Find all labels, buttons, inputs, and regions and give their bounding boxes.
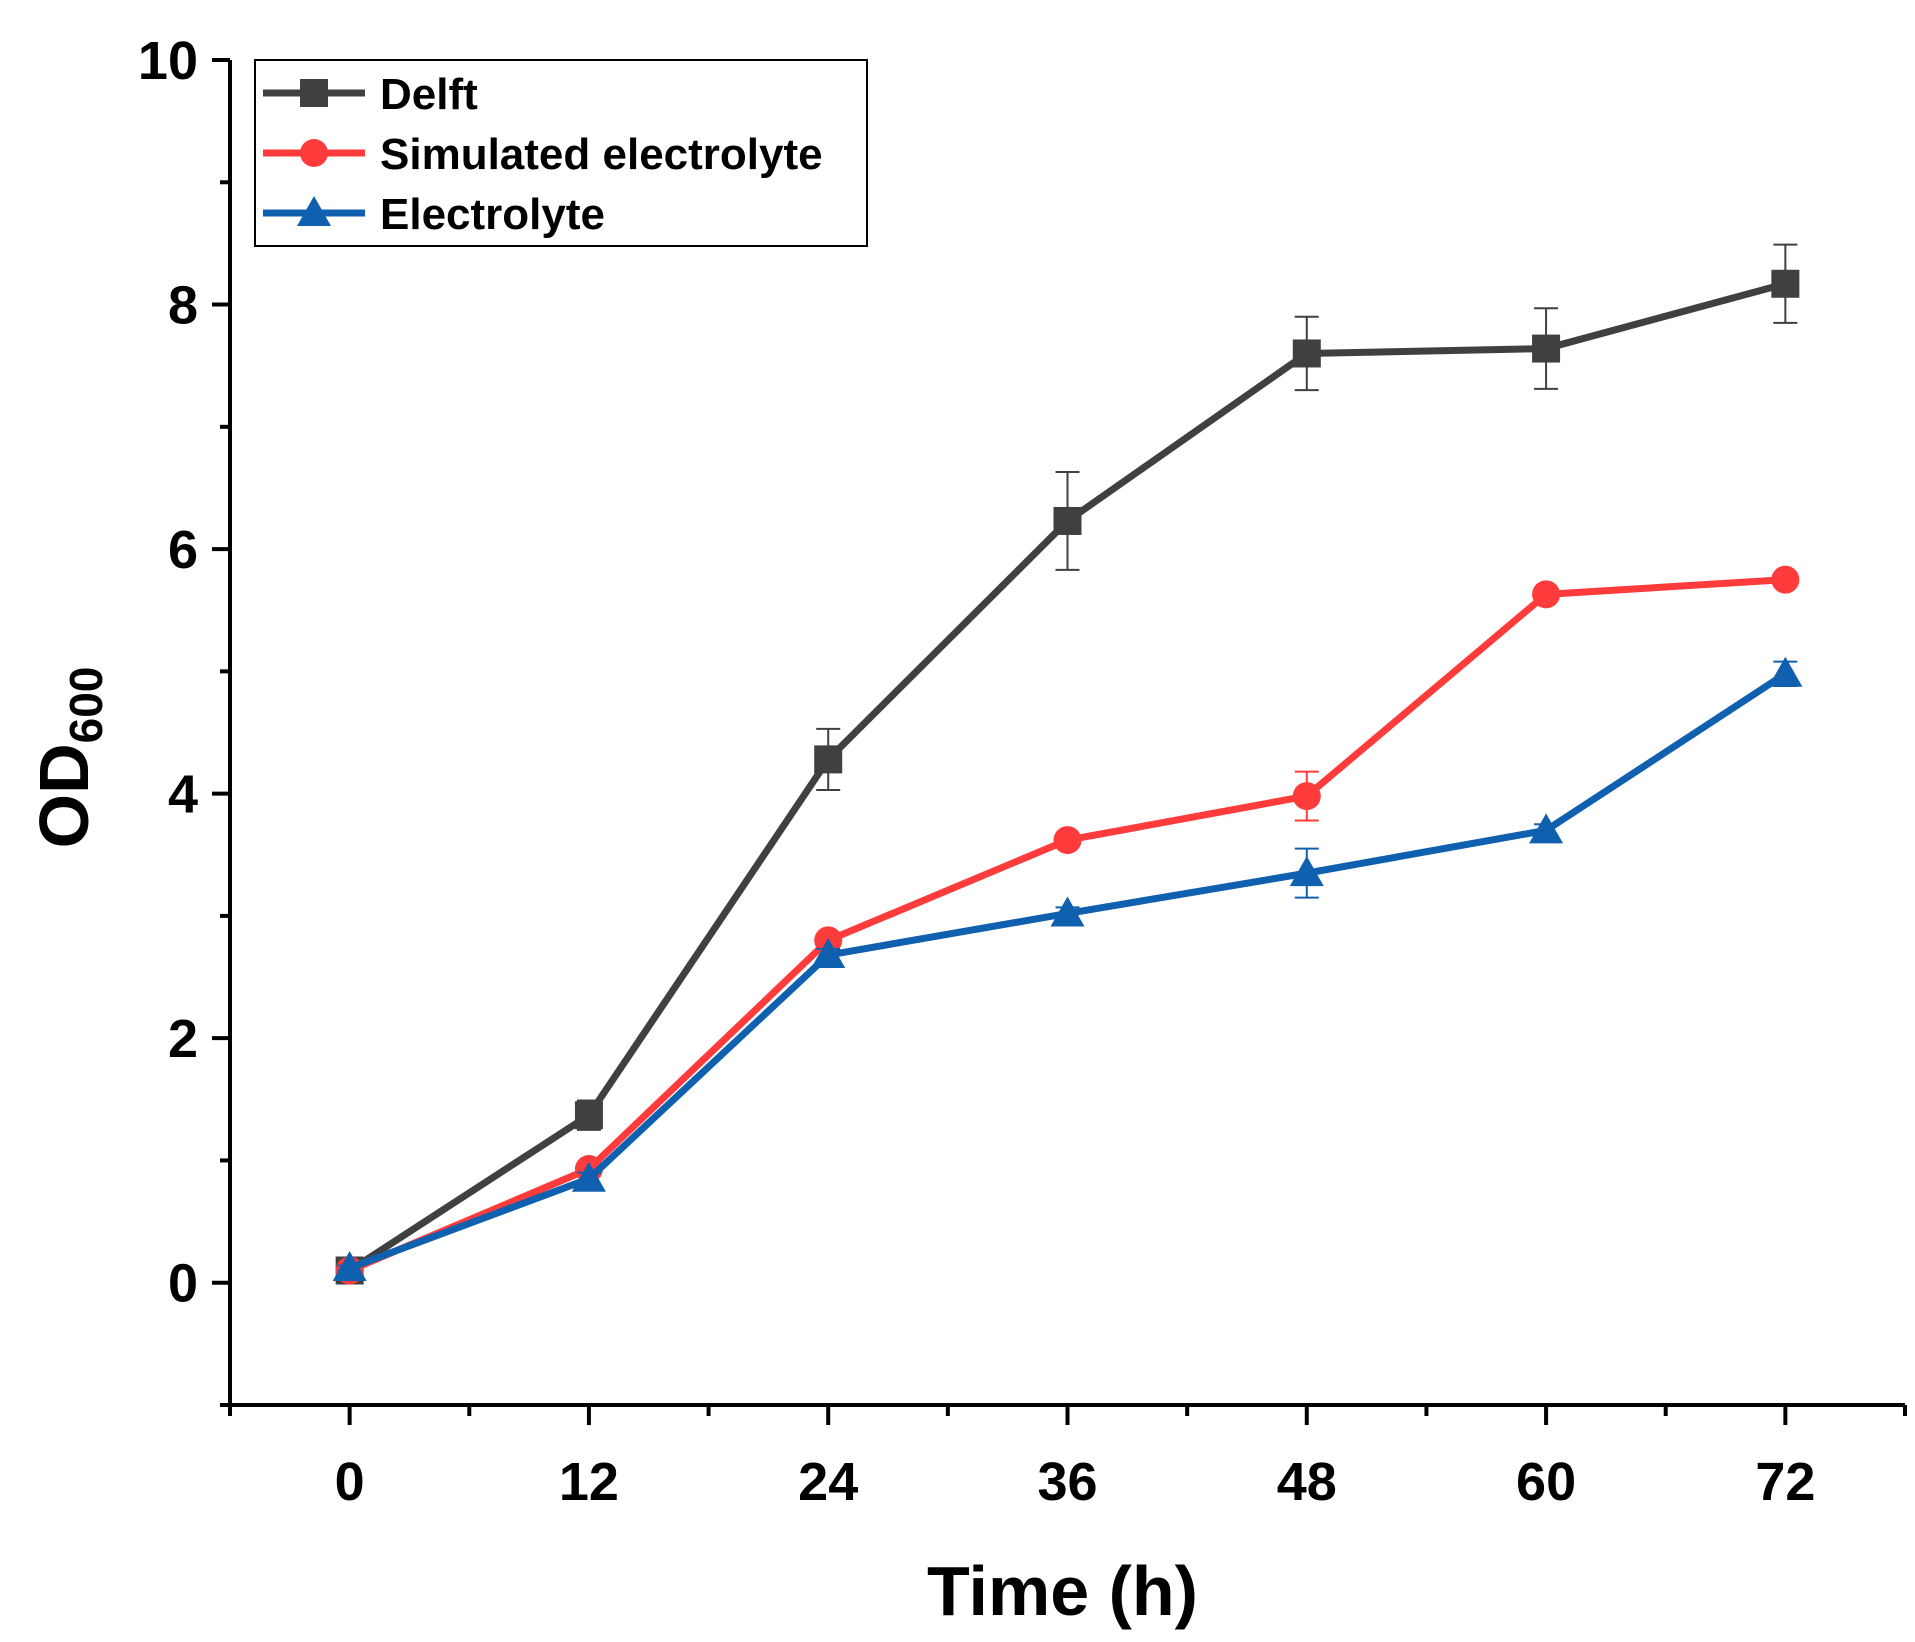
data-point bbox=[574, 1101, 603, 1130]
x-tick-label: 60 bbox=[1516, 1452, 1576, 1512]
data-point bbox=[571, 1161, 606, 1192]
legend-item: Electrolyte bbox=[263, 190, 605, 239]
x-axis-ticks: 0 12 24 36 48 60 72 bbox=[228, 1405, 1907, 1512]
data-point bbox=[1289, 856, 1324, 887]
legend-marker bbox=[300, 79, 328, 107]
legend-marker bbox=[300, 139, 328, 167]
x-tick-label: 24 bbox=[798, 1452, 858, 1512]
data-point bbox=[1050, 896, 1085, 927]
y-tick-label: 6 bbox=[168, 520, 198, 580]
y-tick-label: 0 bbox=[168, 1254, 198, 1314]
y-tick-label: 8 bbox=[168, 276, 198, 336]
x-tick-label: 12 bbox=[559, 1452, 619, 1512]
legend-label: Delft bbox=[380, 70, 478, 119]
x-axis-title: Time (h) bbox=[927, 1552, 1198, 1630]
data-point bbox=[1292, 339, 1321, 368]
data-point bbox=[1053, 826, 1082, 855]
legend-marker bbox=[297, 196, 331, 226]
y-axis-title-main: OD bbox=[25, 743, 103, 848]
data-point bbox=[811, 938, 846, 969]
legend-item: Delft bbox=[263, 70, 478, 119]
series-line bbox=[347, 280, 1787, 1274]
legend-label: Simulated electrolyte bbox=[380, 130, 823, 179]
data-point bbox=[1292, 782, 1321, 811]
series-electrolyte bbox=[332, 656, 1803, 1282]
data-point bbox=[1532, 580, 1561, 609]
y-axis-ticks: 0 2 4 6 8 10 bbox=[138, 31, 230, 1407]
legend: Delft Simulated electrolyte Electrolyte bbox=[254, 59, 868, 247]
legend-label: Electrolyte bbox=[380, 190, 605, 239]
data-point bbox=[814, 745, 843, 774]
data-point bbox=[1771, 565, 1800, 594]
x-tick-label: 72 bbox=[1755, 1452, 1815, 1512]
data-point bbox=[1771, 269, 1800, 298]
series-layer bbox=[332, 243, 1803, 1285]
y-tick-label: 4 bbox=[168, 765, 198, 825]
y-axis-title-subscript: 600 bbox=[60, 667, 112, 744]
x-tick-label: 48 bbox=[1277, 1452, 1337, 1512]
y-axis-title: OD600 bbox=[25, 667, 112, 849]
y-tick-label: 10 bbox=[138, 31, 198, 91]
x-tick-label: 0 bbox=[335, 1452, 365, 1512]
series-delft bbox=[335, 243, 1800, 1285]
data-point bbox=[332, 1251, 367, 1282]
data-point bbox=[1768, 656, 1803, 687]
legend-item: Simulated electrolyte bbox=[263, 130, 823, 179]
y-tick-label: 2 bbox=[168, 1009, 198, 1069]
data-point bbox=[1532, 334, 1561, 363]
data-point bbox=[1053, 506, 1082, 535]
x-tick-label: 36 bbox=[1037, 1452, 1097, 1512]
data-point bbox=[1529, 813, 1564, 844]
